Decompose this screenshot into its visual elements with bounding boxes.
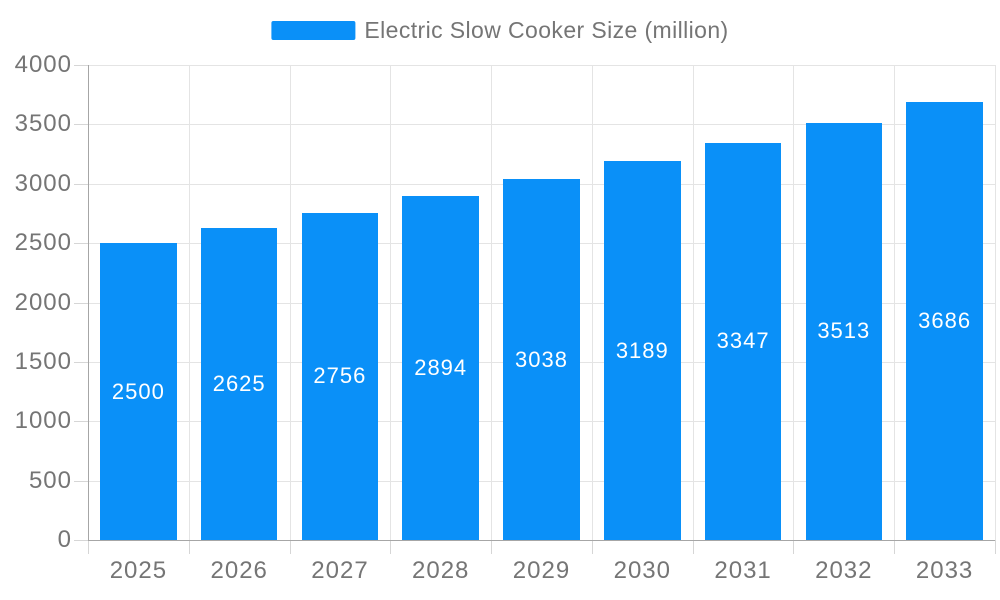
legend-swatch: [271, 21, 356, 40]
bar-value-label: 3686: [918, 308, 972, 334]
bar-value-label: 3189: [615, 337, 669, 363]
x-tick-label: 2032: [815, 557, 873, 584]
bar: [402, 196, 479, 540]
v-gridline: [894, 65, 896, 540]
x-tick-label: 2028: [412, 557, 470, 584]
y-axis-tick: [74, 540, 88, 541]
legend-label: Electric Slow Cooker Size (million): [364, 17, 729, 43]
x-tick-label: 2029: [512, 557, 571, 584]
x-tick-label: 2030: [613, 557, 671, 584]
y-axis-tick: [74, 302, 88, 304]
v-gridline: [390, 65, 392, 540]
x-axis-line: [88, 540, 995, 541]
y-tick-label: 0: [57, 526, 72, 553]
x-axis-tick: [793, 540, 795, 554]
bar: [704, 142, 782, 540]
chart-legend[interactable]: Electric Slow Cooker Size (million): [271, 17, 728, 44]
bar: [301, 212, 379, 540]
bar: [805, 122, 883, 540]
v-gridline: [491, 65, 493, 540]
y-axis-tick: [74, 480, 88, 482]
y-tick-label: 2500: [14, 229, 72, 257]
y-axis-tick: [74, 421, 88, 423]
h-gridline: [88, 124, 995, 126]
bar: [503, 179, 580, 540]
v-gridline: [289, 65, 291, 540]
x-axis-tick: [894, 540, 896, 554]
y-axis-tick: [74, 124, 88, 126]
bar: [604, 161, 681, 540]
bar-value-label: 2756: [313, 363, 367, 389]
v-gridline: [188, 65, 190, 540]
bar: [906, 102, 983, 540]
x-tick-label: 2025: [109, 557, 168, 584]
h-gridline: [88, 65, 995, 66]
bar-value-label: 2500: [111, 378, 165, 404]
y-tick-label: 2000: [14, 288, 72, 316]
x-axis-tick: [289, 540, 291, 554]
bar-value-label: 2894: [414, 355, 468, 381]
x-axis-tick: [491, 540, 493, 554]
y-axis-line: [88, 65, 89, 540]
v-gridline: [995, 65, 996, 540]
y-tick-label: 500: [28, 466, 72, 494]
bar: [200, 228, 278, 540]
bar-value-label: 3513: [817, 318, 871, 344]
bar-value-label: 3347: [716, 328, 770, 354]
y-axis-tick: [74, 65, 88, 66]
x-axis-tick: [591, 540, 593, 554]
v-gridline: [692, 65, 694, 540]
x-axis-tick: [995, 540, 996, 554]
x-axis-tick: [88, 540, 89, 554]
bar-value-label: 3038: [515, 346, 568, 372]
y-axis-tick: [74, 183, 88, 185]
bar-value-label: 2625: [212, 371, 266, 397]
v-gridline: [591, 65, 593, 540]
x-axis-tick: [188, 540, 190, 554]
bar: [100, 243, 177, 540]
y-tick-label: 3500: [14, 110, 72, 138]
v-gridline: [793, 65, 795, 540]
x-tick-label: 2027: [311, 557, 369, 584]
y-axis-tick: [74, 361, 88, 363]
y-tick-label: 4000: [14, 51, 72, 78]
x-axis-tick: [390, 540, 392, 554]
y-axis-tick: [74, 243, 88, 245]
x-tick-label: 2033: [915, 557, 974, 584]
x-tick-label: 2031: [714, 557, 772, 584]
y-tick-label: 1500: [14, 347, 72, 375]
x-tick-label: 2026: [210, 557, 268, 584]
y-tick-label: 1000: [14, 407, 72, 435]
y-tick-label: 3000: [14, 169, 72, 197]
x-axis-tick: [692, 540, 694, 554]
